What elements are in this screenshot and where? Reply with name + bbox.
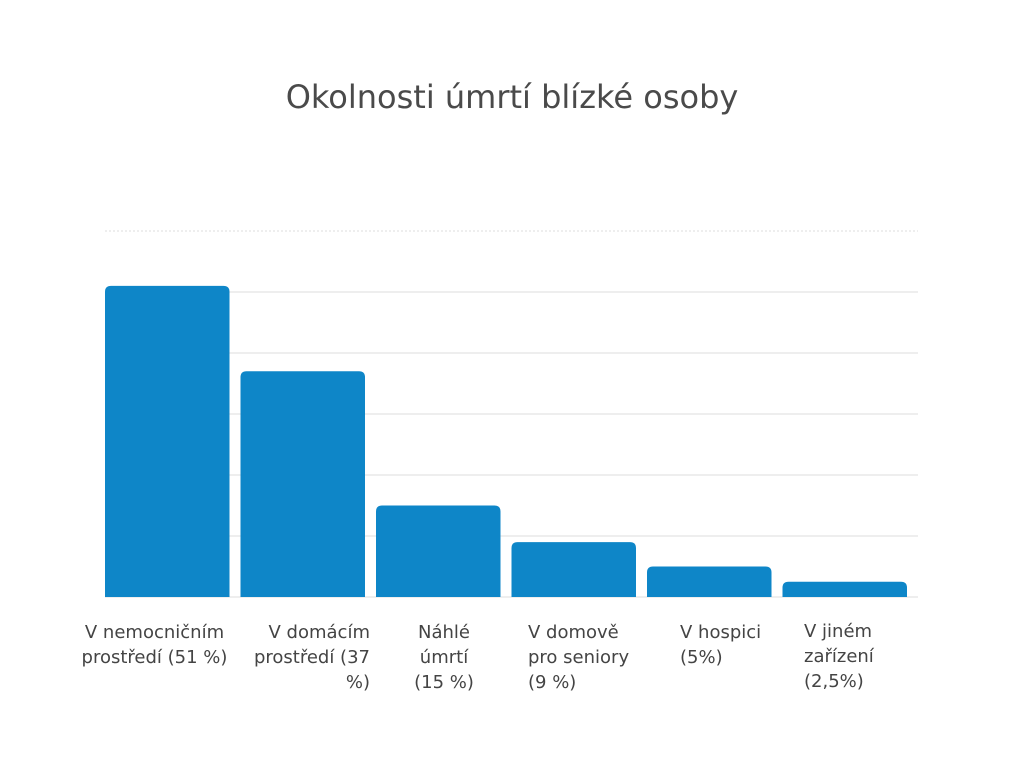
category-label: V nemocničním prostředí (51 %): [81, 622, 228, 668]
chart-title: Okolnosti úmrtí blízké osoby: [285, 78, 739, 116]
bar: [376, 505, 501, 597]
bar: [240, 371, 365, 597]
bar: [647, 566, 772, 597]
bar: [105, 285, 230, 597]
category-label: Náhlé úmrtí (15 %): [414, 622, 474, 693]
category-label: V hospici (5%): [680, 622, 762, 668]
category-label: V domově pro seniory (9 %): [528, 622, 630, 693]
bar: [782, 581, 907, 597]
category-label: V jiném zařízení (2,5%): [804, 621, 874, 692]
bar: [511, 542, 636, 597]
category-label: V domácím prostředí (37 %): [253, 622, 370, 693]
